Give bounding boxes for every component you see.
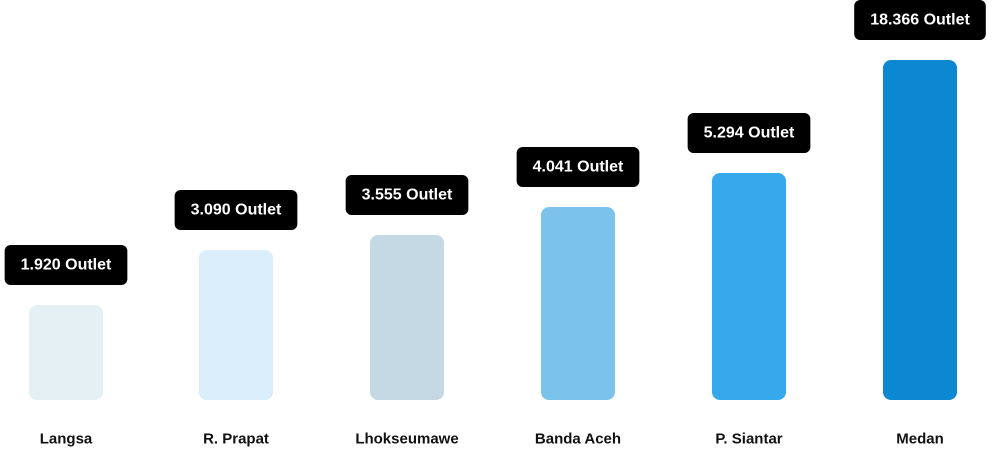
bar-langsa (29, 305, 103, 400)
bar-r-prapat (199, 250, 273, 400)
bar-p-siantar (712, 173, 786, 400)
data-label-box-langsa (4, 245, 128, 285)
data-label-box-banda-aceh (516, 147, 640, 187)
data-label-box-p-siantar (687, 113, 811, 153)
category-label-lhokseumawe: Lhokseumawe (355, 431, 458, 448)
bar-lhokseumawe (370, 235, 444, 400)
category-label-banda-aceh: Banda Aceh (535, 431, 621, 448)
data-label-lhokseumawe: 3.555 Outlet (362, 187, 453, 204)
bar-banda-aceh (541, 207, 615, 400)
data-label-box-r-prapat (174, 190, 298, 230)
data-label-langsa: 1.920 Outlet (21, 257, 112, 274)
bar-medan (883, 60, 957, 400)
data-label-medan: 18.366 Outlet (870, 12, 970, 29)
category-label-p-siantar: P. Siantar (715, 431, 782, 448)
data-label-r-prapat: 3.090 Outlet (191, 202, 282, 219)
data-label-box-lhokseumawe (345, 175, 469, 215)
category-label-langsa: Langsa (40, 431, 93, 448)
data-label-banda-aceh: 4.041 Outlet (533, 159, 624, 176)
data-label-box-medan (854, 0, 986, 40)
category-label-medan: Medan (896, 431, 944, 448)
data-label-p-siantar: 5.294 Outlet (704, 125, 795, 142)
category-label-r-prapat: R. Prapat (203, 431, 269, 448)
